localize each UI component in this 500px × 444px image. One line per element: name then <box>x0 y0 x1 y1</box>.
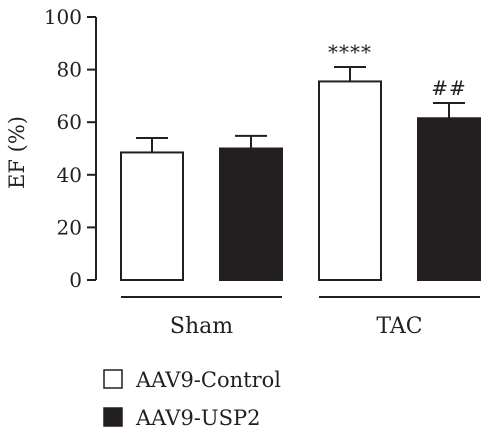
significance-annotations: **** ## <box>328 40 467 100</box>
group-label-sham: Sham <box>170 314 233 339</box>
legend-label-aav9-usp2: AAV9-USP2 <box>135 406 260 430</box>
legend-swatch-aav9-control <box>103 369 123 389</box>
legend-label-aav9-control: AAV9-Control <box>135 368 281 392</box>
bars <box>120 80 481 282</box>
bar-tac-aav9-usp2 <box>417 117 481 281</box>
legend: AAV9-Control AAV9-USP2 <box>103 368 281 430</box>
y-axis: 0 20 40 60 80 100 <box>44 5 97 292</box>
y-tick-label-0: 0 <box>69 268 82 292</box>
annotation-0: **** <box>328 40 372 64</box>
error-bars <box>136 65 465 153</box>
legend-swatch-aav9-usp2 <box>103 407 123 427</box>
bar-sham-aav9-usp2 <box>219 147 283 281</box>
y-tick-label-40: 40 <box>57 163 82 187</box>
y-tick-label-20: 20 <box>57 215 82 239</box>
group-label-tac: TAC <box>376 314 422 339</box>
bar-tac-aav9-control <box>318 80 382 281</box>
y-tick-label-100: 100 <box>44 5 82 29</box>
y-tick-label-80: 80 <box>57 58 82 82</box>
annotation-1: ## <box>431 76 467 100</box>
y-axis-label: EF (%) <box>5 116 29 189</box>
x-axis-groups: Sham TAC <box>121 296 480 339</box>
bar-sham-aav9-control <box>120 151 184 282</box>
y-tick-label-60: 60 <box>57 110 82 134</box>
